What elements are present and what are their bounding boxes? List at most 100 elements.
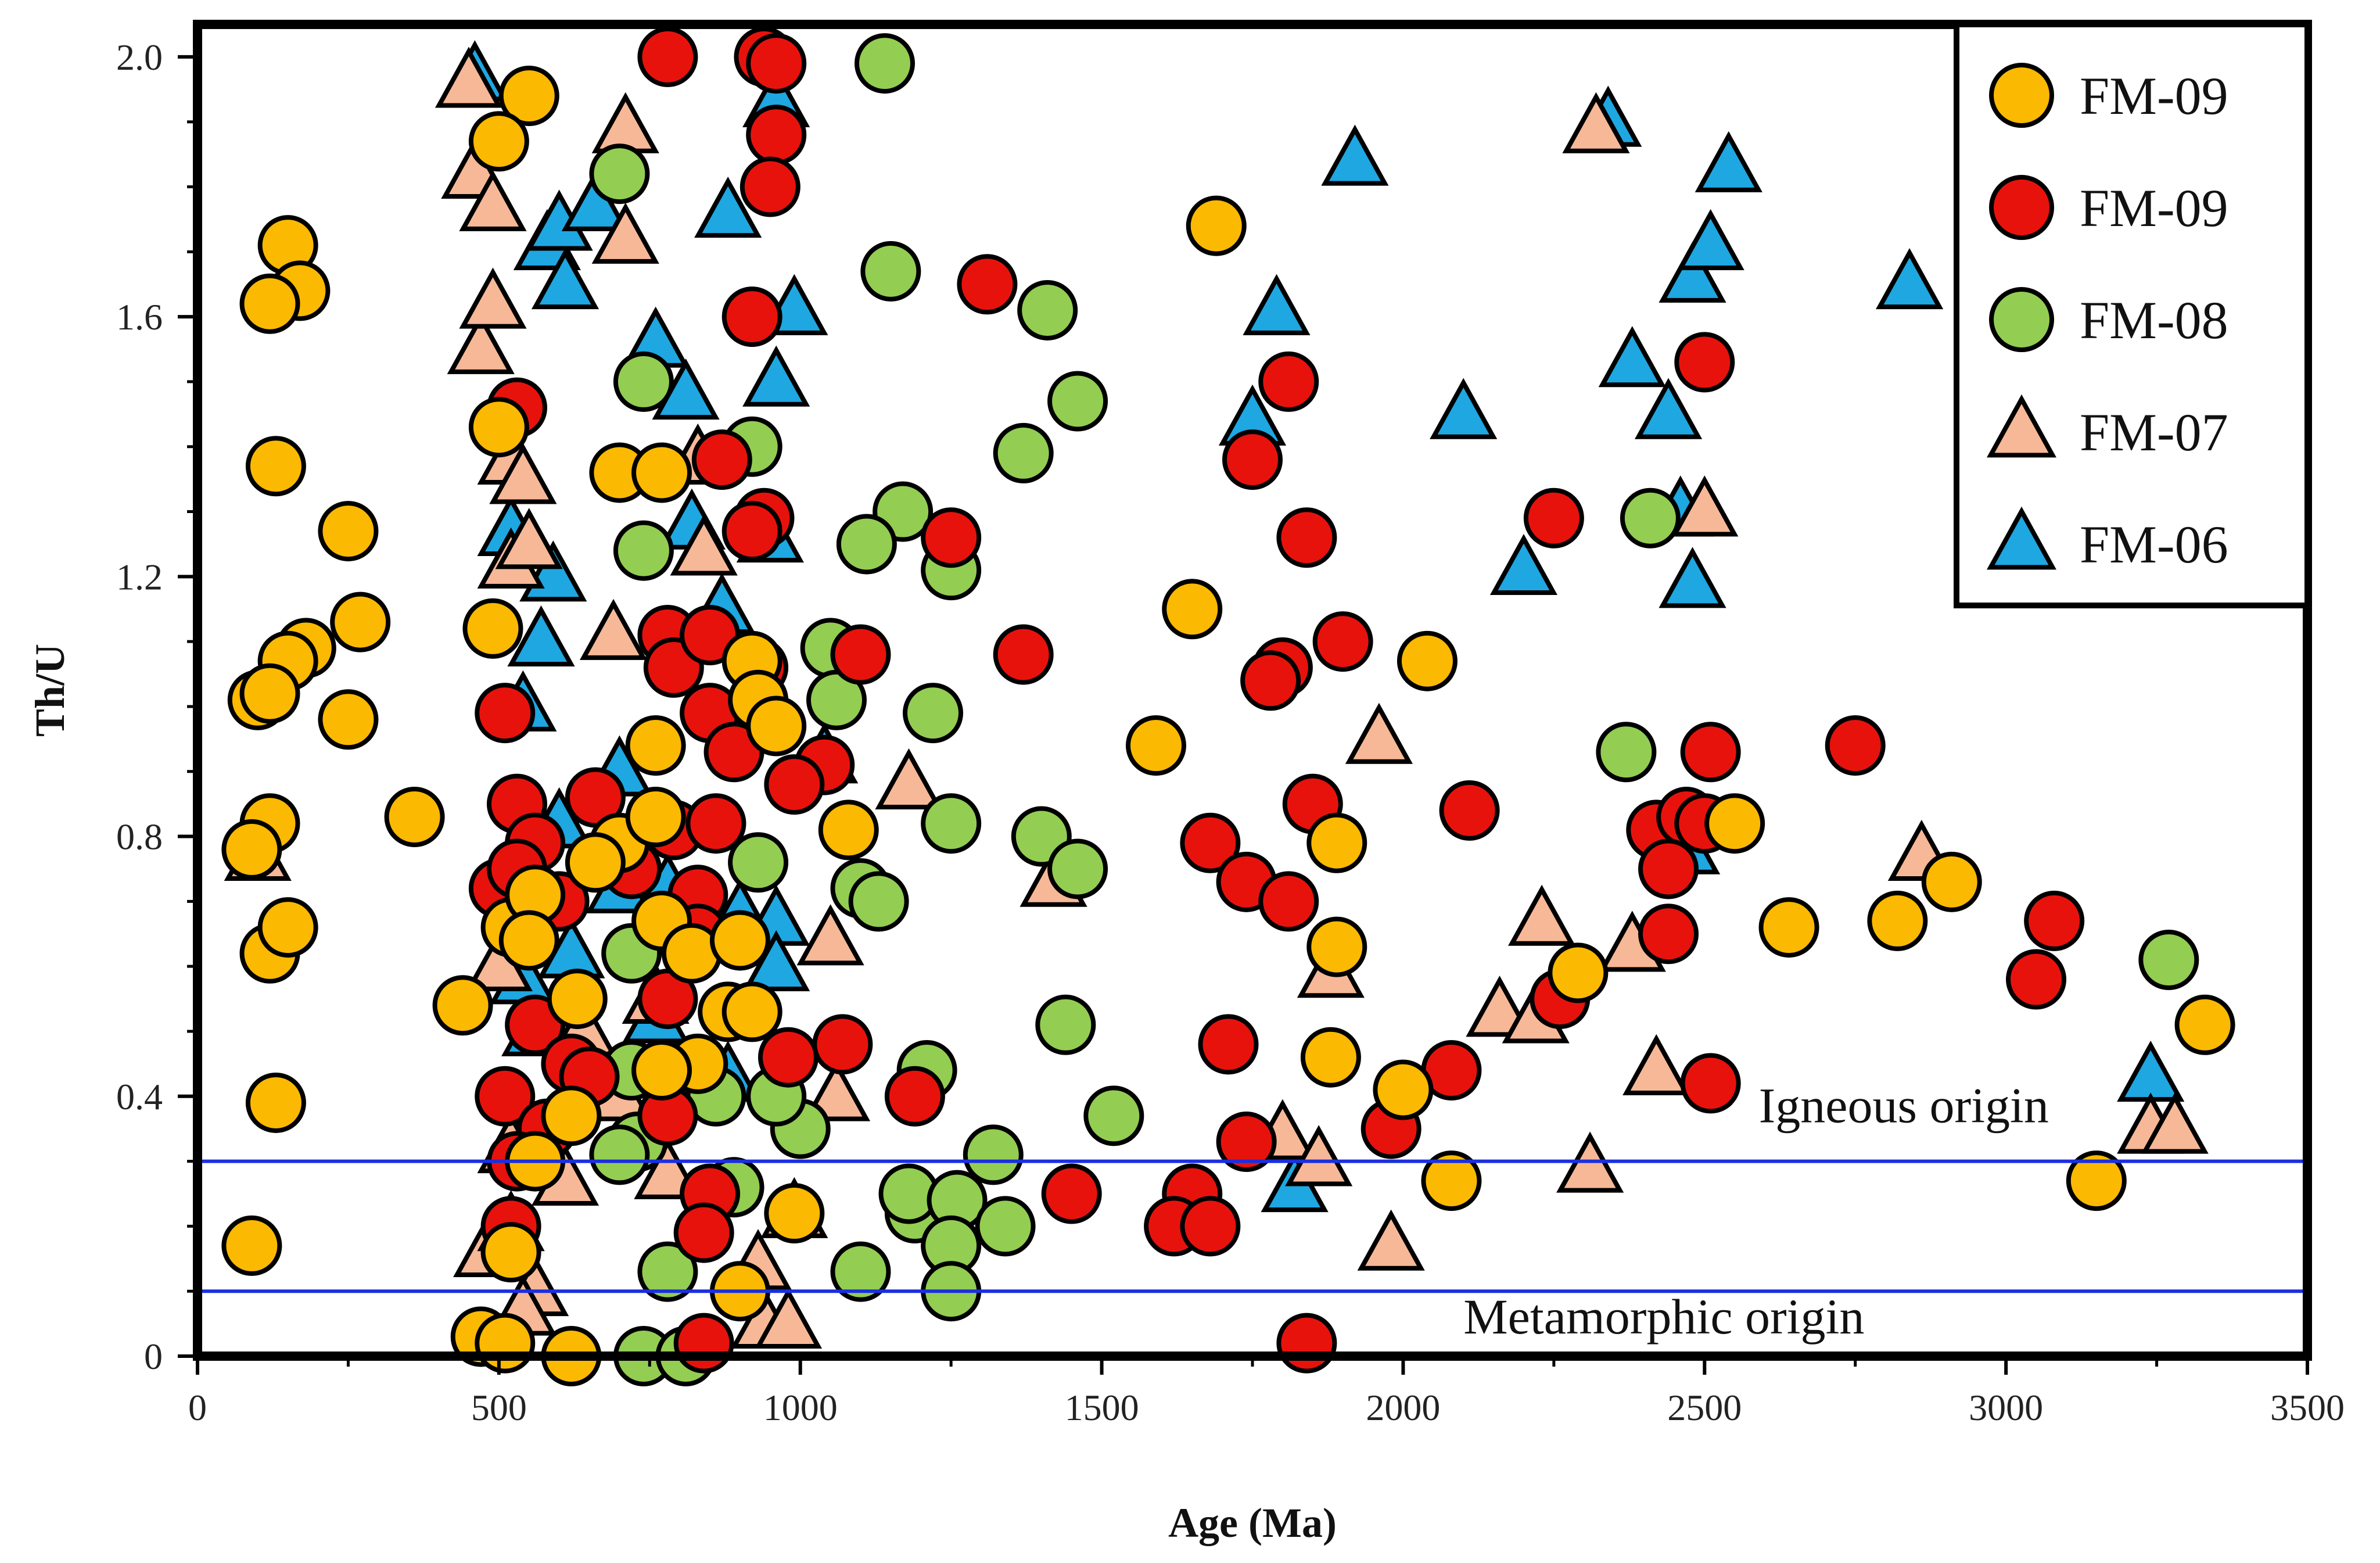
data-point [975,1196,1036,1257]
data-point [746,696,807,757]
reference-lines [198,1159,2307,1293]
data-point [1017,279,1078,340]
data-point [541,1085,602,1146]
data-point [673,1202,734,1263]
data-point [459,170,527,231]
data-point [1825,715,1886,776]
data-point [1240,650,1301,711]
x-tick-label: 2500 [1667,1387,1742,1428]
data-point [848,871,909,932]
data-point [480,1222,541,1283]
legend-marker [1989,287,2054,352]
data-point [1321,124,1389,186]
data-point [475,1066,536,1127]
x-tick-label: 500 [471,1387,527,1428]
y-tick-label: 0.8 [116,816,163,858]
data-point [993,422,1054,483]
data-point [1671,475,1739,537]
data-point [330,591,391,653]
x-tick-label: 3000 [1969,1387,2043,1428]
data-point [721,501,782,562]
data-point [384,787,445,848]
data-point [495,508,563,569]
data-point [1921,851,1982,912]
data-point [1300,1027,1361,1088]
x-tick-label: 1000 [763,1387,838,1428]
data-point [1867,890,1928,951]
data-point [921,507,982,568]
data-point [613,351,674,412]
data-point [625,787,686,848]
legend-label: FM-08 [2080,291,2228,350]
data-point [489,443,557,504]
legend-marker [1989,175,2054,240]
data-point [498,65,559,126]
data-point [1216,1112,1277,1173]
data-point [1562,92,1630,153]
data-point [721,981,782,1042]
y-tick-label: 1.6 [116,296,163,338]
data-point [1638,838,1699,899]
annotation-metamorphic: Metamorphic origin [1463,1289,1864,1345]
annotations: Igneous origin Metamorphic origin [1463,1078,2049,1345]
data-point [709,910,770,971]
data-point [742,345,810,407]
data-point [796,904,864,966]
data-point [1556,1131,1624,1193]
data-point [1306,916,1367,977]
series-2 [589,33,2199,1386]
data-point [860,241,921,302]
data-point [1125,715,1186,776]
data-point [245,1072,306,1133]
data-point [318,689,379,750]
data-point [721,286,782,347]
data-point [1674,332,1735,393]
data-point [746,105,807,166]
data-point [1198,1014,1259,1075]
data-point [1439,780,1500,841]
data-point [475,1313,536,1374]
data-point [758,1027,819,1088]
data-point [1306,812,1367,873]
data-point [830,1241,891,1302]
data-point [1222,429,1283,490]
data-point [613,520,674,581]
data-point [637,1241,698,1302]
y-tick-label: 1.2 [116,556,163,597]
data-point [579,598,648,660]
data-point [245,436,306,497]
data-point [1620,487,1681,549]
data-point [812,1014,873,1075]
data-point [818,800,879,861]
data-point [2174,994,2235,1055]
legend-marker [1987,394,2056,458]
data-point [875,748,943,809]
data-point [565,832,626,893]
data-point [1430,378,1498,439]
data-point [531,248,600,310]
data-point [1876,248,1944,310]
data-point [547,969,608,1030]
data-point [1258,351,1319,412]
data-point [1258,871,1319,932]
data-point [462,598,523,659]
data-point [498,910,559,971]
data-point [1596,722,1657,783]
data-point [2066,1150,2127,1211]
data-point [507,605,575,667]
data-point [1421,1150,1482,1211]
points-layer [221,26,2235,1386]
data-point [468,111,529,172]
legend-label: FM-06 [2080,515,2228,574]
data-point [1548,942,1609,1003]
data-point [637,26,698,87]
data-point [1677,209,1744,271]
data-point [432,975,493,1036]
data-point [1357,1209,1425,1271]
data-point [1659,547,1726,608]
data-point [1041,1163,1102,1224]
data-point [1758,897,1819,958]
data-point [884,1066,945,1127]
data-point [764,754,825,815]
